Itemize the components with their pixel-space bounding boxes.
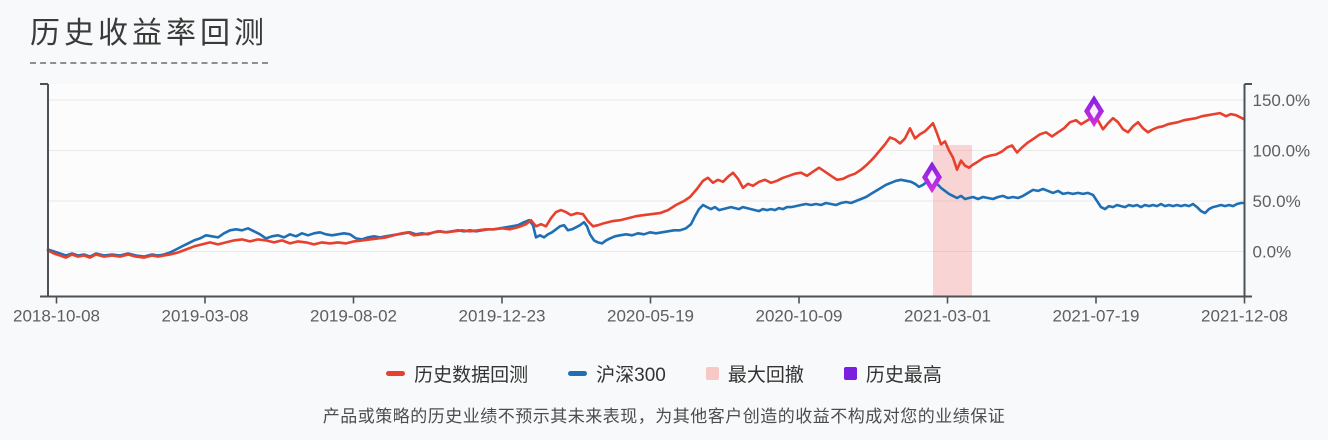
y-axis-label: 0.0% [1253,243,1292,262]
x-axis-label: 2019-12-23 [459,307,546,326]
y-axis-label: 100.0% [1253,142,1311,161]
gridlines [48,99,1245,252]
series-line [46,178,1246,258]
max-drawdown-area [933,145,972,297]
legend-label: 历史数据回测 [414,365,529,386]
legend-item-benchmark[interactable]: 沪深300 [568,360,666,387]
x-axis-label: 2018-10-08 [13,307,100,326]
x-axis-label: 2020-05-19 [607,307,694,326]
legend-marker-historical-high [843,367,857,380]
axis-labels: 0.0% 50.0% 100.0% 150.0% 2018-10-08 2019-03-0… [13,91,1310,326]
historical-high-markers [922,95,1104,194]
historical-high-marker[interactable] [922,161,942,194]
y-axis-label: 50.0% [1253,192,1301,211]
max-drawdown-band [933,145,972,297]
historical-high-marker[interactable] [1084,95,1104,128]
axes [40,83,1252,304]
chart-legend: 历史数据回测 沪深300 最大回撤 历史最高 [0,360,1328,387]
legend-item-historical-high[interactable]: 历史最高 [843,360,942,387]
legend-item-backtest[interactable]: 历史数据回测 [386,360,528,387]
x-axis-label: 2021-07-19 [1053,307,1140,326]
legend-label: 沪深300 [596,365,666,386]
legend-marker-backtest [386,371,406,376]
x-axis-label: 2019-03-08 [162,307,249,326]
legend-marker-benchmark [568,371,588,376]
y-axis-label: 150.0% [1253,91,1311,110]
legend-item-max-drawdown[interactable]: 最大回撤 [705,360,804,387]
page-title: 历史收益率回测 [30,8,268,64]
legend-marker-max-drawdown [705,367,719,380]
x-axis-label: 2021-12-08 [1201,307,1288,326]
series-line [46,111,1246,259]
x-axis-label: 2020-10-09 [756,307,843,326]
disclaimer-text: 产品或策略的历史业绩不预示其未来表现，为其他客户创造的收益不构成对您的业绩保证 [322,407,1006,426]
legend-label: 最大回撤 [727,365,804,386]
x-axis-label: 2021-03-01 [904,307,991,326]
plot-background [48,84,1245,297]
x-axis-label: 2019-08-02 [310,307,397,326]
series-lines [46,111,1246,259]
legend-label: 历史最高 [865,365,942,386]
